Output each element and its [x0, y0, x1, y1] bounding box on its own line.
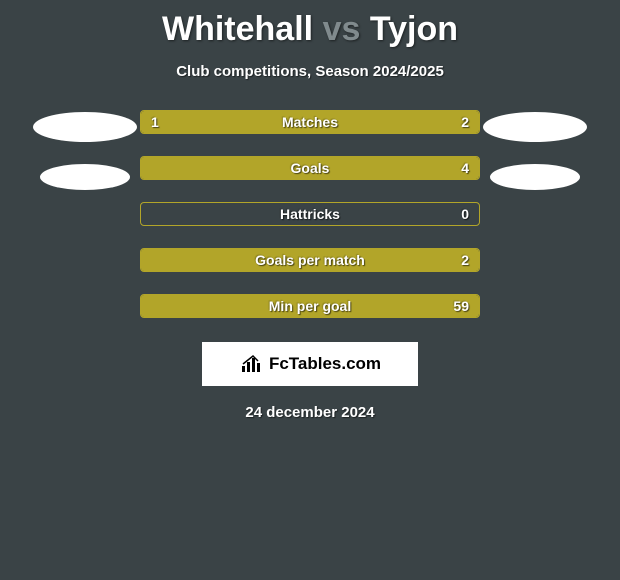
comparison-chart: 1 2 Matches 4 Goals 0 Hattricks 2 Goals per matc…	[0, 110, 620, 318]
stat-bar: 1 2 Matches	[140, 110, 480, 134]
stat-bar: 59 Min per goal	[140, 294, 480, 318]
brand-text: FcTables.com	[269, 354, 381, 374]
stat-value-left: 1	[151, 114, 159, 130]
team-badge	[490, 164, 580, 190]
right-badges	[480, 110, 590, 190]
brand-attribution[interactable]: FcTables.com	[202, 342, 418, 386]
team-badge	[483, 112, 587, 142]
vs-separator: vs	[323, 10, 361, 48]
player2-name: Tyjon	[370, 10, 458, 48]
stat-bar: 2 Goals per match	[140, 248, 480, 272]
stat-label: Matches	[282, 114, 338, 130]
date-label: 24 december 2024	[0, 404, 620, 421]
team-badge	[40, 164, 130, 190]
stat-value-right: 0	[461, 206, 469, 222]
stat-bar: 4 Goals	[140, 156, 480, 180]
stat-label: Min per goal	[269, 298, 351, 314]
stat-label: Goals	[291, 160, 330, 176]
left-badges	[30, 110, 140, 190]
stat-bar: 0 Hattricks	[140, 202, 480, 226]
bars-container: 1 2 Matches 4 Goals 0 Hattricks 2 Goals per matc…	[140, 110, 480, 318]
player1-name: Whitehall	[162, 10, 313, 48]
subtitle: Club competitions, Season 2024/2025	[0, 63, 620, 80]
stat-value-right: 2	[461, 252, 469, 268]
stat-value-right: 4	[461, 160, 469, 176]
page-title: Whitehall vs Tyjon	[0, 0, 620, 49]
stat-value-right: 2	[461, 114, 469, 130]
stat-label: Hattricks	[280, 206, 340, 222]
stat-value-right: 59	[453, 298, 469, 314]
stat-label: Goals per match	[255, 252, 365, 268]
team-badge	[33, 112, 137, 142]
chart-icon	[239, 354, 265, 374]
